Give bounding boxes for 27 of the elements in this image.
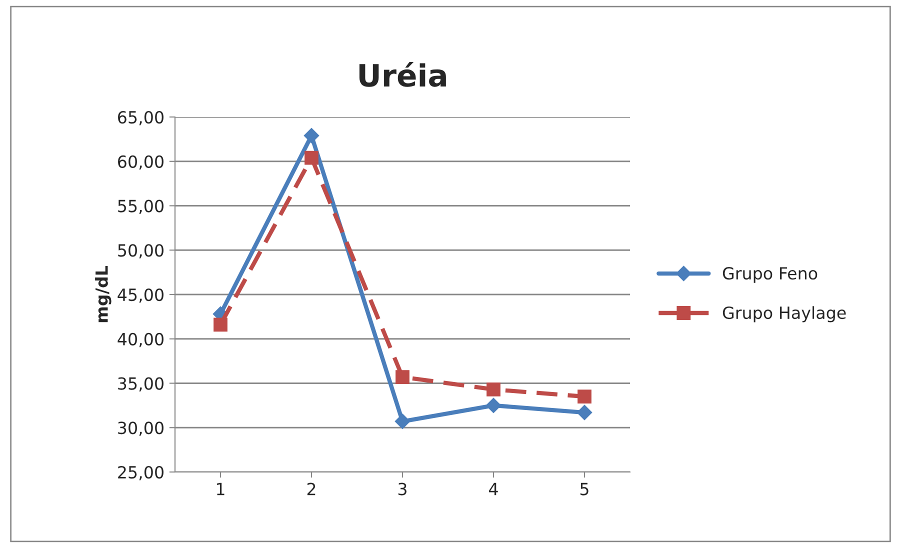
y-tick-label: 40,00 bbox=[118, 332, 164, 348]
point bbox=[396, 370, 410, 384]
chart-title: Uréia bbox=[359, 62, 446, 87]
point bbox=[304, 128, 320, 144]
x-tick-label: 3 bbox=[398, 482, 406, 496]
y-tick-label: 55,00 bbox=[118, 200, 164, 214]
y-tick-label: 30,00 bbox=[118, 422, 164, 436]
x-tick-label: 1 bbox=[217, 482, 224, 496]
point bbox=[578, 390, 592, 404]
point bbox=[394, 414, 410, 429]
point bbox=[214, 318, 228, 332]
legend-label: Grupo Feno bbox=[722, 266, 818, 283]
x-tick-label: 5 bbox=[580, 482, 588, 496]
y-tick-label: 25,00 bbox=[118, 466, 164, 480]
point bbox=[576, 404, 592, 420]
point bbox=[304, 150, 318, 165]
x-tick-label: 4 bbox=[489, 482, 498, 496]
y-tick-label: 45,00 bbox=[118, 288, 164, 303]
y-tick-label: 35,00 bbox=[118, 377, 164, 392]
y-tick-label: 65,00 bbox=[118, 110, 164, 126]
point bbox=[486, 382, 500, 396]
x-tick-label: 2 bbox=[307, 482, 316, 496]
y-tick-label: 60,00 bbox=[118, 155, 164, 170]
legend-label: Grupo Haylage bbox=[722, 306, 846, 322]
y-tick-label: 50,00 bbox=[118, 244, 164, 258]
point bbox=[486, 398, 502, 414]
y-axis-title: mg/dL bbox=[95, 266, 112, 322]
